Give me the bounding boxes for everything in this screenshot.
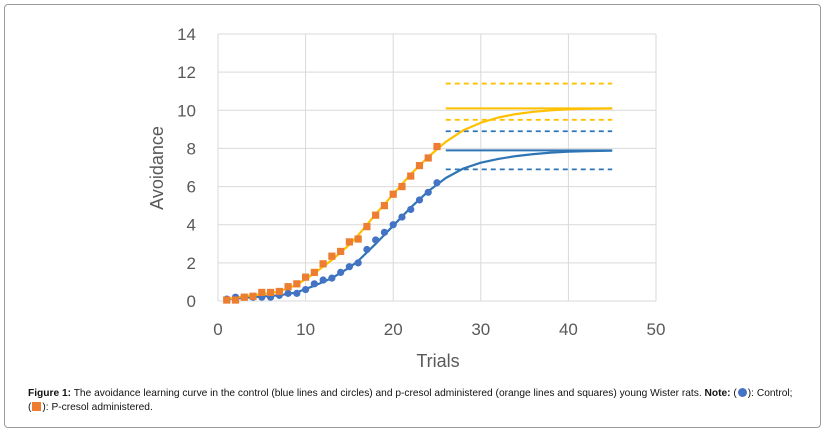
pcresol-data-point — [328, 252, 336, 260]
control-data-point — [345, 263, 353, 271]
control-data-point — [415, 196, 424, 204]
pcresol-data-point — [275, 287, 283, 296]
pcresol-data-point — [380, 202, 389, 210]
caption-text: The avoidance learning curve in the cont… — [73, 388, 702, 399]
x-tick-label: 30 — [471, 320, 490, 339]
pcresol-data-point — [372, 211, 380, 219]
pcresol-data-point — [433, 142, 441, 151]
x-tick-label: 50 — [647, 320, 666, 339]
caption-note-label: Note: — [704, 388, 731, 399]
control-data-point — [424, 188, 432, 196]
y-tick-label: 2 — [187, 254, 196, 273]
x-tick-label: 10 — [296, 320, 315, 339]
y-tick-label: 14 — [177, 25, 196, 44]
y-tick-label: 12 — [177, 63, 196, 82]
tick-labels: 0 10 20 30 40 50 0 2 4 6 8 10 12 14 — [177, 25, 665, 339]
x-tick-label: 0 — [213, 320, 222, 339]
y-axis-label: Avoidance — [147, 126, 167, 210]
control-data-point — [328, 274, 336, 282]
pcresol-data-point — [407, 172, 415, 180]
control-data-point — [363, 245, 371, 254]
pcresol-data-point — [223, 296, 231, 304]
pcresol-data-point — [398, 182, 406, 191]
control-data-point — [319, 276, 327, 284]
y-tick-label: 8 — [187, 139, 196, 158]
control-data-point — [302, 285, 310, 294]
caption-control-key: ): Control; ( — [28, 388, 793, 413]
pcresol-data-point — [363, 223, 371, 231]
control-legend-circle-icon — [737, 388, 747, 397]
control-data-point — [284, 289, 292, 297]
pcresol-data-point — [415, 161, 424, 170]
y-tick-label: 10 — [177, 101, 196, 120]
pcresol-data-point — [424, 154, 432, 162]
y-tick-label: 6 — [187, 178, 196, 197]
fitted-curves — [226, 107, 613, 301]
x-tick-label: 40 — [559, 320, 578, 339]
pcresol-data-point — [345, 238, 353, 246]
figure-caption: Figure 1: The avoidance learning curve i… — [28, 387, 798, 415]
pcresol-data-point — [249, 292, 257, 300]
pcresol-data-point — [240, 293, 248, 301]
control-data-point — [372, 236, 380, 244]
pcresol-data-point — [231, 296, 240, 304]
caption-label: Figure 1: — [28, 388, 72, 399]
x-axis-label: Trials — [416, 351, 459, 371]
pcresol-data-point — [266, 288, 275, 297]
y-tick-label: 4 — [187, 216, 196, 235]
control-data-point — [354, 259, 362, 267]
control-data-point — [380, 228, 389, 236]
pcresol-data-point — [302, 273, 310, 281]
pcresol-data-point — [258, 288, 266, 297]
reference-lines — [445, 82, 613, 171]
chart-grid — [217, 33, 657, 302]
x-tick-label: 20 — [384, 320, 403, 339]
caption-pcresol-key: ): P-cresol administered. — [42, 402, 153, 413]
pcresol-data-point — [310, 268, 318, 276]
control-data-point — [310, 280, 318, 288]
control-data-point — [293, 289, 301, 297]
control-data-point — [389, 221, 397, 229]
figure-frame — [4, 4, 821, 428]
control-data-point — [337, 268, 345, 276]
pcresol-fitted-curve — [226, 107, 613, 301]
pcresol-data-point — [293, 280, 301, 288]
pcresol-data-point — [319, 260, 327, 268]
pcresol-data-point — [389, 190, 397, 198]
pcresol-data-point — [354, 235, 362, 243]
avoidance-chart: 0 10 20 30 40 50 0 2 4 6 8 10 12 14 Trials Avoidance — [147, 25, 665, 371]
pcresol-legend-square-icon — [32, 402, 42, 411]
pcresol-data-point — [337, 247, 345, 256]
control-data-point — [433, 179, 441, 187]
caption-paren: ( — [730, 388, 737, 399]
data-points — [223, 142, 441, 304]
control-data-point — [407, 205, 415, 214]
pcresol-data-point — [284, 283, 292, 291]
y-tick-label: 0 — [187, 292, 196, 311]
control-data-point — [398, 213, 406, 221]
